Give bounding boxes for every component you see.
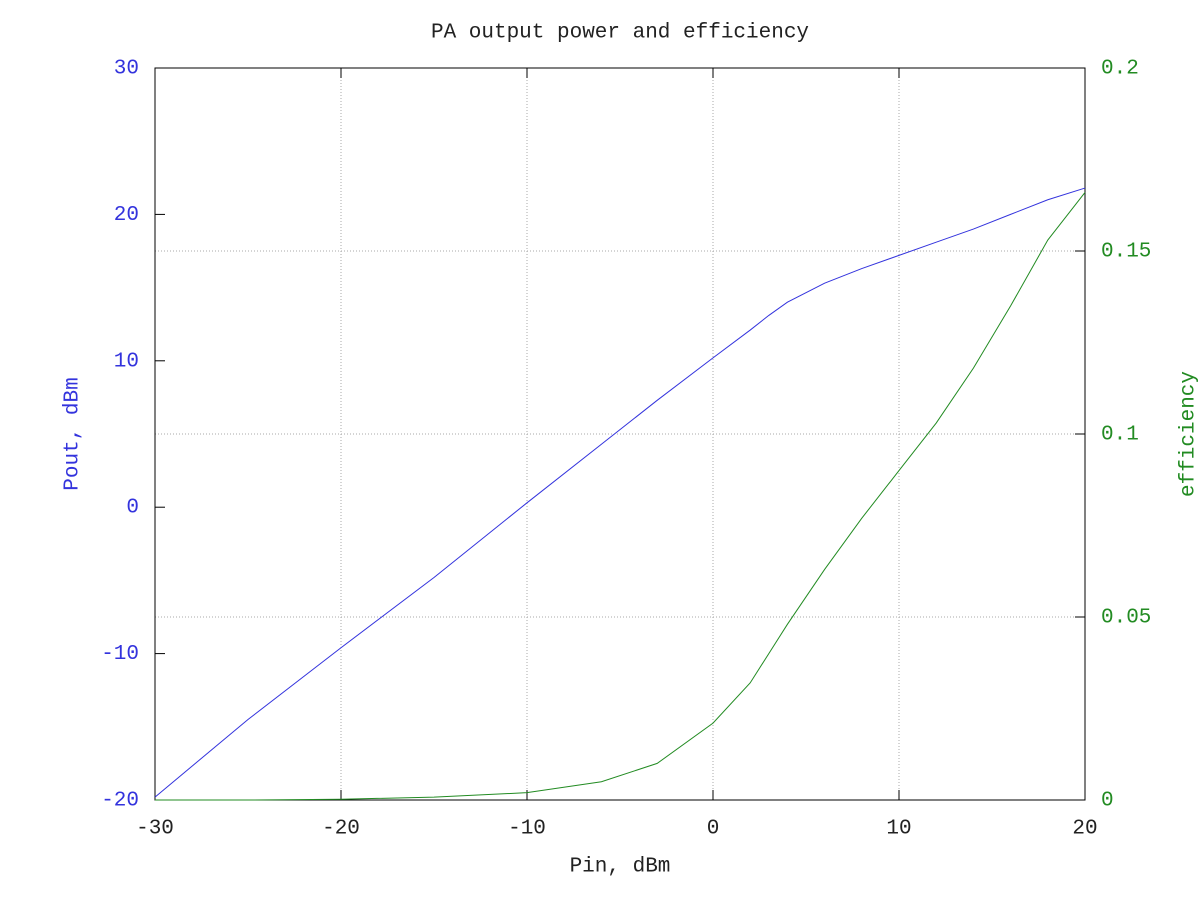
x-tick-label: 10 — [886, 818, 911, 841]
y-tick-label: -10 — [101, 643, 139, 666]
x-axis-label: Pin, dBm — [570, 856, 671, 879]
x-tick-label: -10 — [508, 818, 546, 841]
x-tick-label: -20 — [322, 818, 360, 841]
y-tick-label: 20 — [114, 204, 139, 227]
y2-tick-label: 0.15 — [1101, 241, 1151, 264]
y2-tick-label: 0.05 — [1101, 607, 1151, 630]
y-tick-label: -20 — [101, 790, 139, 813]
y2-axis-label: efficiency — [1178, 371, 1200, 497]
y-tick-label: 10 — [114, 350, 139, 373]
chart-title: PA output power and efficiency — [431, 22, 809, 45]
x-tick-label: 0 — [707, 818, 720, 841]
plot-frame — [154, 67, 1086, 801]
x-tick-label: -30 — [136, 818, 174, 841]
y-tick-label: 0 — [126, 497, 139, 520]
y-axis-label: Pout, dBm — [62, 377, 85, 490]
y2-tick-label: 0 — [1101, 790, 1114, 813]
y-tick-label: 30 — [114, 58, 139, 81]
data-line — [155, 192, 1086, 801]
data-line — [154, 187, 1086, 798]
y2-tick-label: 0.2 — [1101, 58, 1139, 81]
x-tick-label: 20 — [1072, 818, 1097, 841]
y2-tick-label: 0.1 — [1101, 424, 1139, 447]
